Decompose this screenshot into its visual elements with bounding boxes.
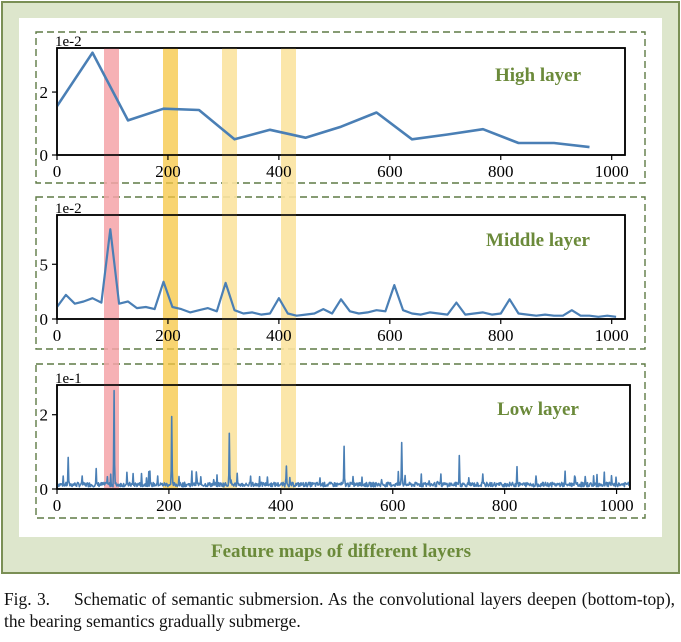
high-layer-x-tick-label: 200 <box>155 162 181 181</box>
low-layer-title: Low layer <box>497 399 579 420</box>
middle-layer-x-tick-label: 600 <box>377 326 403 345</box>
high-layer-y-tick-label: 0 <box>40 146 49 165</box>
high-layer-x-tick-label: 600 <box>377 162 403 181</box>
high-layer-x-tick-label: 0 <box>53 162 62 181</box>
middle-layer-x-tick-label: 400 <box>266 326 292 345</box>
figure-caption: Fig. 3. Schematic of semantic submersion.… <box>4 588 675 632</box>
figure-caption-label: Fig. 3. <box>4 589 50 609</box>
low-layer-x-tick-label: 0 <box>53 496 62 515</box>
middle-layer-x-tick-label: 1000 <box>595 326 629 345</box>
red-highlight-band <box>104 48 119 489</box>
low-layer-y-tick-label: 0 <box>40 480 49 499</box>
low-layer-x-tick-label: 800 <box>492 496 518 515</box>
figure-bottom-title: Feature maps of different layers <box>211 541 471 562</box>
high-layer-dashed-box <box>35 31 646 184</box>
high-layer-x-tick-label: 400 <box>266 162 292 181</box>
middle-layer-y-tick-label: 5 <box>40 255 49 274</box>
middle-layer-dashed-box <box>35 196 646 350</box>
middle-layer-x-tick-label: 0 <box>53 326 62 345</box>
figure-caption-text: Schematic of semantic submersion. As the… <box>4 589 675 631</box>
low-layer-x-tick-label: 600 <box>380 496 406 515</box>
middle-layer-scale-label: 1e-2 <box>55 201 82 217</box>
low-layer-y-tick-label: 2 <box>40 406 49 425</box>
low-layer-x-tick-label: 400 <box>268 496 294 515</box>
middle-layer-title: Middle layer <box>486 230 591 251</box>
high-layer-x-tick-label: 800 <box>488 162 514 181</box>
light-yellow-highlight-band-2 <box>281 48 296 489</box>
high-layer-x-tick-label: 1000 <box>595 162 629 181</box>
yellow-highlight-band <box>163 48 178 489</box>
middle-layer-x-tick-label: 200 <box>155 326 181 345</box>
high-layer-scale-label: 1e-2 <box>55 34 82 50</box>
middle-layer-y-tick-label: 0 <box>40 310 49 329</box>
figure-frame: High layer Middle layer Low layer 1e-2 1… <box>1 1 680 574</box>
high-layer-y-tick-label: 2 <box>40 83 49 102</box>
low-layer-dashed-box <box>35 363 646 519</box>
middle-layer-x-tick-label: 800 <box>488 326 514 345</box>
light-yellow-highlight-band-1 <box>222 48 237 489</box>
high-layer-title: High layer <box>495 65 582 86</box>
low-layer-x-tick-label: 200 <box>156 496 182 515</box>
low-layer-x-tick-label: 1000 <box>600 496 634 515</box>
middle-layer-series-line <box>57 228 617 318</box>
low-layer-series-line <box>57 389 630 488</box>
high-layer-series-line <box>57 51 590 149</box>
low-layer-scale-label: 1e-1 <box>55 371 82 387</box>
